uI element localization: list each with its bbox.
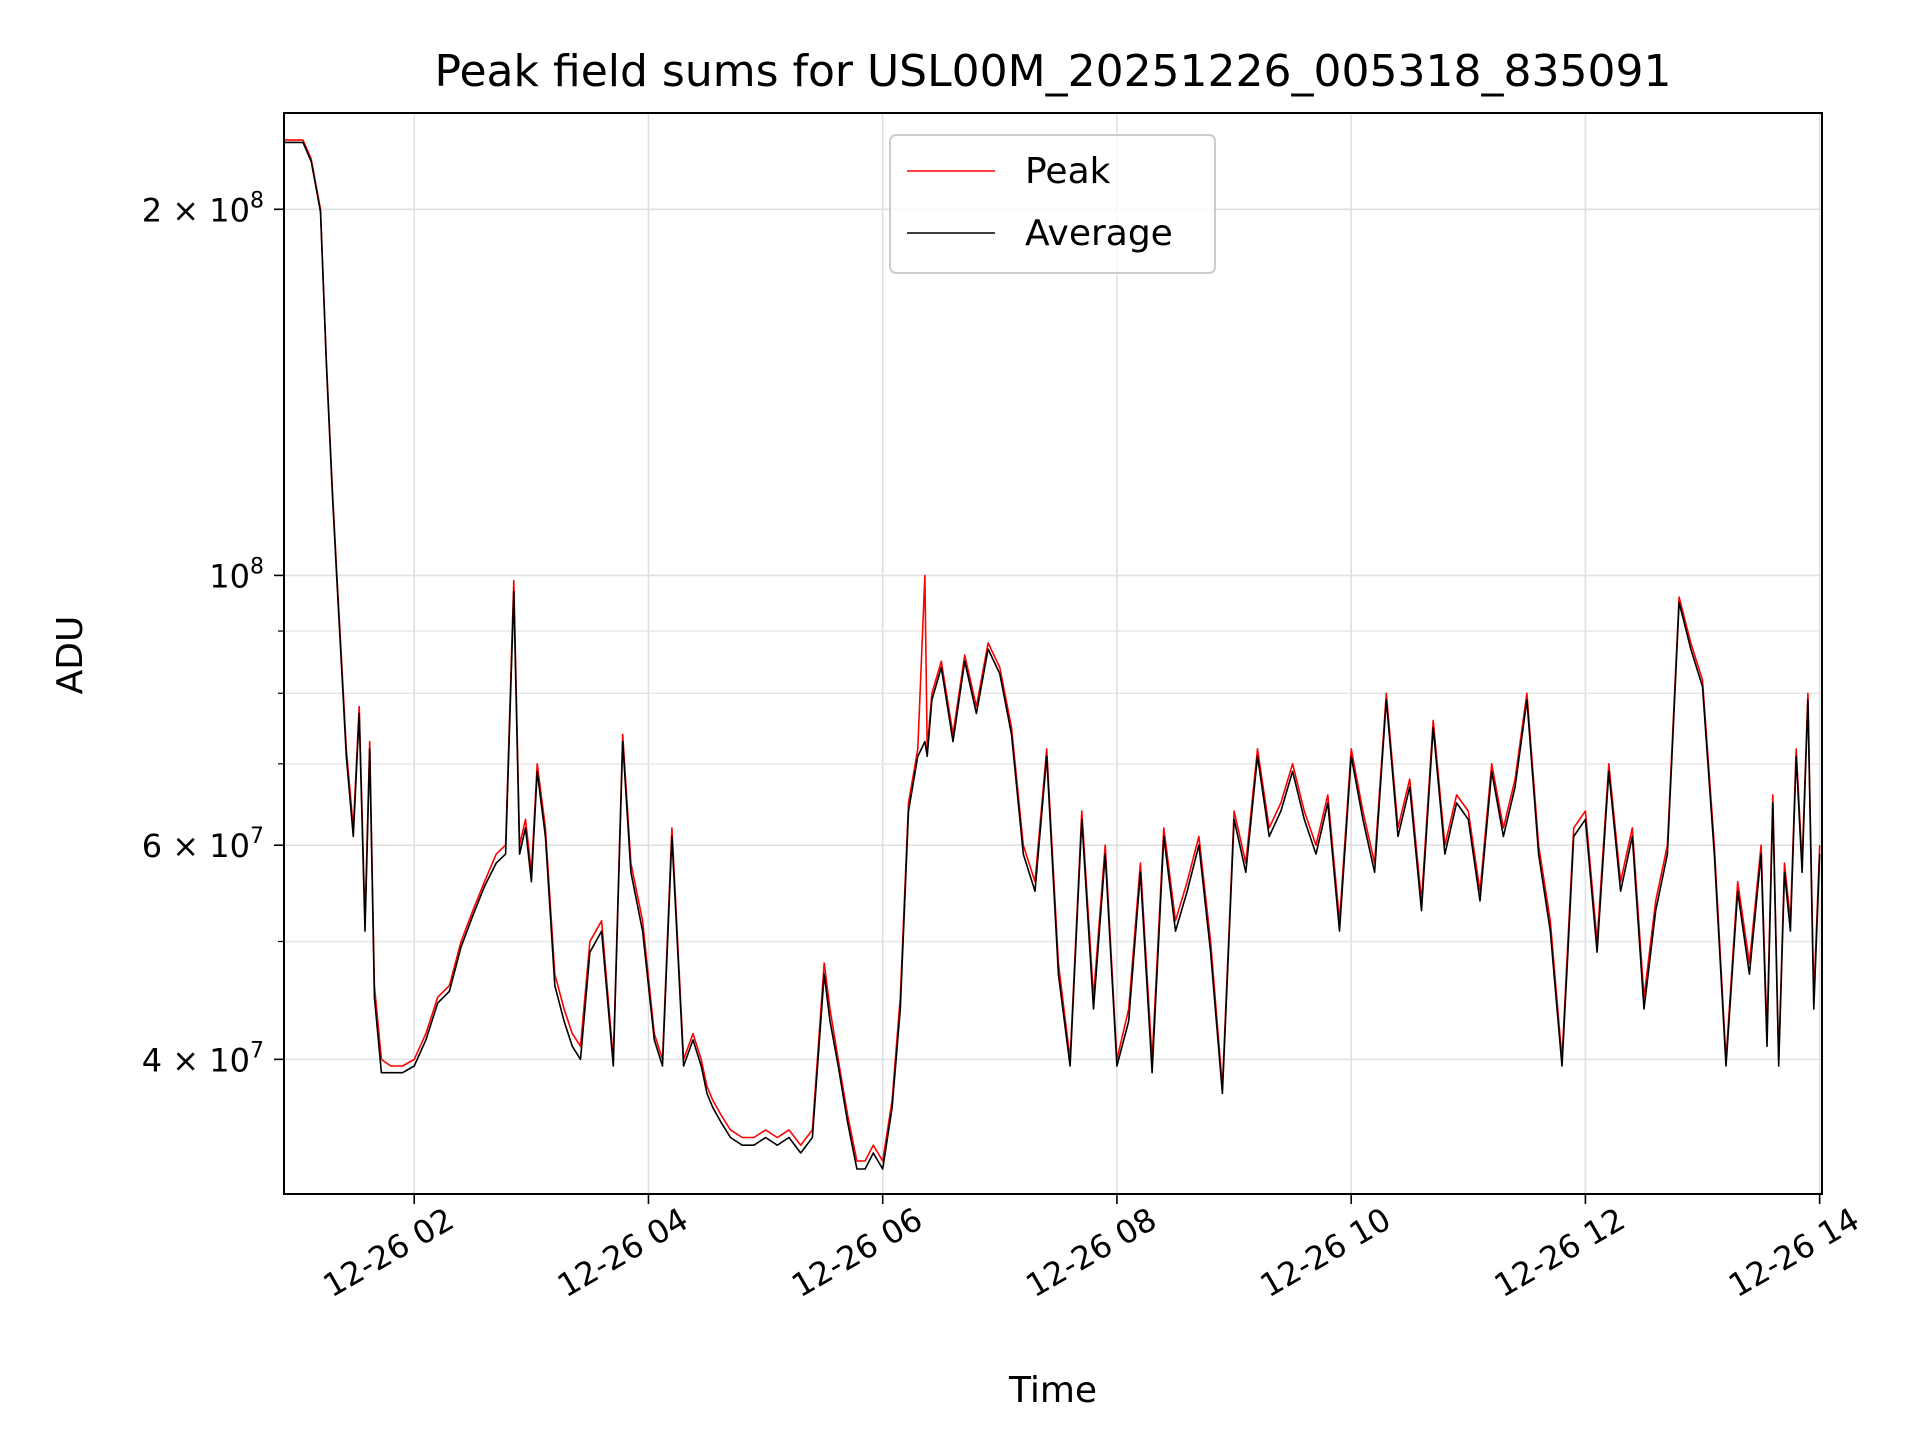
plot-frame bbox=[283, 112, 1823, 1195]
x-axis-label: Time bbox=[1008, 1370, 1097, 1411]
y-tick-label: 2 × 108 bbox=[142, 188, 264, 229]
legend: Peak Average bbox=[889, 134, 1216, 274]
y-tick-label: 108 bbox=[209, 554, 264, 595]
y-axis-label: ADU bbox=[50, 616, 91, 695]
y-tick-label: 6 × 107 bbox=[142, 824, 264, 865]
legend-box bbox=[889, 134, 1216, 274]
series-line-average bbox=[284, 141, 1821, 1170]
legend-label-peak: Peak bbox=[1025, 151, 1111, 192]
chart-title: Peak field sums for USL00M_20251226_0053… bbox=[435, 46, 1672, 97]
y-tick-label: 4 × 107 bbox=[142, 1038, 264, 1079]
plot-area bbox=[284, 113, 1822, 1194]
series-layer bbox=[284, 139, 1821, 1170]
grid-layer bbox=[284, 113, 1822, 1194]
legend-label-average: Average bbox=[1025, 213, 1173, 254]
